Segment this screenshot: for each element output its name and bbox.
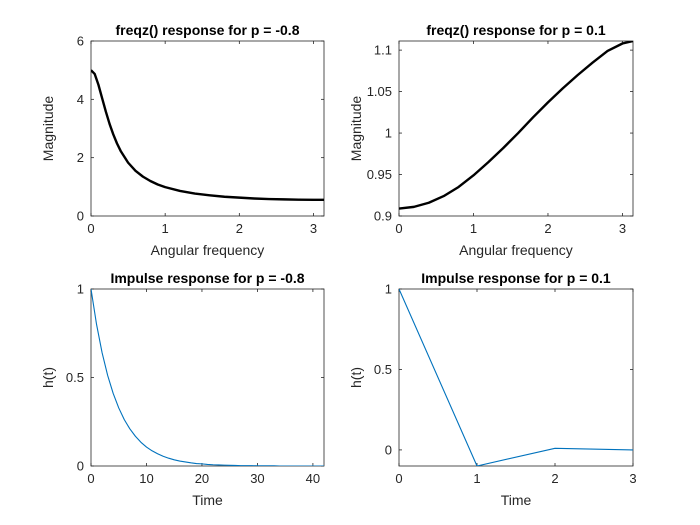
x-tick-label: 1	[162, 221, 169, 236]
subplot-2: 0 1 2 3 0.9 0.95 1 1.05 1.1 freqz() response for …	[348, 22, 634, 258]
y-tick-label: 1.05	[367, 84, 392, 99]
axes-box	[90, 288, 325, 467]
y-tick-label: 1	[385, 282, 392, 297]
x-tick-label: 3	[619, 221, 626, 236]
x-tick-label: 0	[87, 221, 94, 236]
y-tick-label: 0	[77, 459, 84, 474]
series-line-1	[399, 289, 633, 466]
axes-box	[90, 40, 325, 217]
x-axis-label: Time	[192, 492, 223, 508]
subplot-1: 0 1 2 3 0 2 4 6 freqz() response for p = -0.8 Ang…	[40, 22, 325, 258]
x-tick-label: 20	[195, 471, 209, 486]
x-tick-label: 3	[310, 221, 317, 236]
y-axis-label: Magnitude	[40, 96, 56, 162]
y-tick-label: 6	[77, 34, 84, 49]
y-tick-label: 1	[385, 126, 392, 141]
subplot-title: freqz() response for p = 0.1	[426, 22, 606, 38]
series-line-1	[399, 41, 633, 210]
x-axis-label: Angular frequency	[459, 242, 573, 258]
axes-box	[398, 40, 634, 217]
x-tick-label: 2	[551, 471, 558, 486]
x-tick-label: 0	[395, 221, 402, 236]
subplot-title: freqz() response for p = -0.8	[116, 22, 300, 38]
x-tick-label: 0	[87, 471, 94, 486]
y-tick-label: 0.5	[66, 370, 84, 385]
y-tick-label: 0.5	[374, 362, 392, 377]
series-line-1	[91, 289, 324, 466]
y-tick-label: 2	[77, 150, 84, 165]
y-tick-label: 1	[77, 282, 84, 297]
x-tick-label: 30	[250, 471, 264, 486]
subplot-title: Impulse response for p = 0.1	[421, 270, 611, 286]
x-tick-label: 0	[395, 471, 402, 486]
y-tick-label: 4	[77, 92, 84, 107]
x-axis-label: Time	[501, 492, 532, 508]
y-tick-label: 0	[77, 209, 84, 224]
x-tick-label: 2	[236, 221, 243, 236]
x-tick-label: 1	[473, 471, 480, 486]
y-tick-label: 1.1	[374, 43, 392, 58]
y-axis-label: h(t)	[40, 367, 56, 388]
x-tick-label: 3	[629, 471, 636, 486]
subplot-3: 0 10 20 30 40 0 0.5 1 Impulse response for p = -…	[40, 270, 325, 508]
x-tick-label: 40	[306, 471, 320, 486]
series-line-1	[91, 69, 324, 201]
x-tick-label: 2	[544, 221, 551, 236]
x-axis-label: Angular frequency	[151, 242, 265, 258]
y-axis-label: h(t)	[348, 367, 364, 388]
axes-box	[398, 288, 634, 467]
y-tick-label: 0.9	[374, 209, 392, 224]
x-tick-label: 10	[139, 471, 153, 486]
subplot-4: 0 1 2 3 0 0.5 1 Impulse response for p = 0.1 Tim…	[348, 270, 637, 508]
y-tick-label: 0.95	[367, 167, 392, 182]
x-tick-label: 1	[470, 221, 477, 236]
subplot-title: Impulse response for p = -0.8	[110, 270, 304, 286]
y-tick-label: 0	[385, 442, 392, 457]
y-axis-label: Magnitude	[348, 96, 364, 162]
